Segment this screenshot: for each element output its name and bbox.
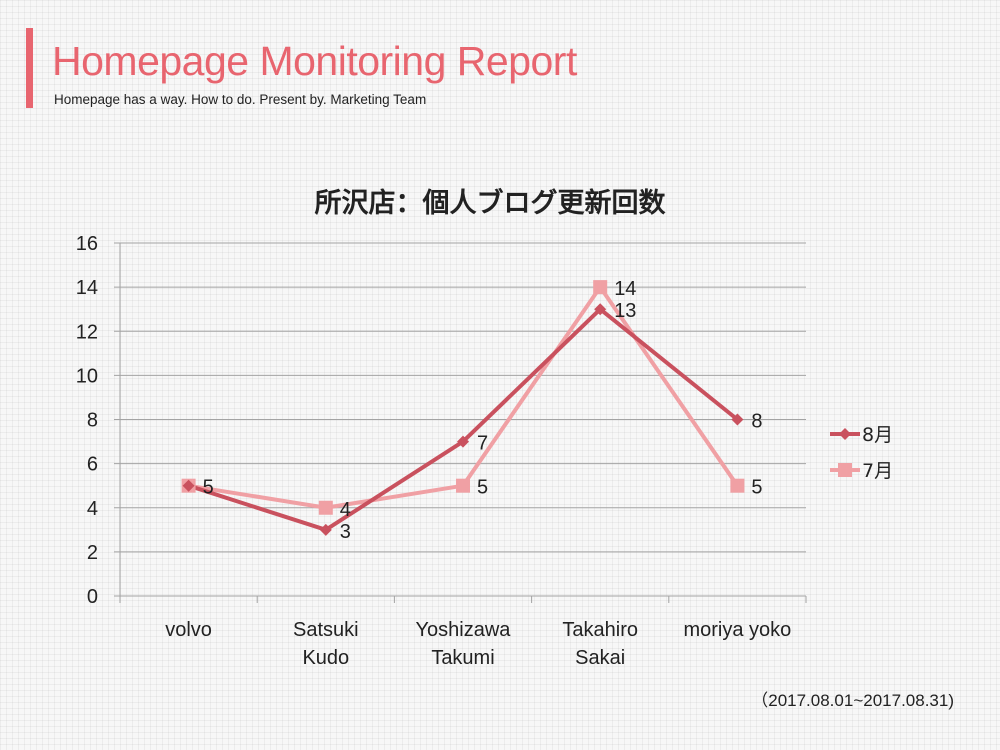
y-tick-label: 0 xyxy=(87,586,98,608)
y-tick-label: 12 xyxy=(76,321,98,343)
page-subtitle: Homepage has a way. How to do. Present b… xyxy=(54,92,427,107)
page-title: Homepage Monitoring Report xyxy=(52,38,577,84)
data-label: 5 xyxy=(203,477,214,499)
data-label: 3 xyxy=(340,521,351,543)
series-lines xyxy=(187,285,740,532)
data-point-diamond xyxy=(457,435,469,448)
data-label: 4 xyxy=(340,499,351,521)
data-label: 13 xyxy=(614,300,636,322)
series-markers xyxy=(181,280,745,536)
data-label: 7 xyxy=(477,433,488,455)
data-point-square xyxy=(318,500,333,515)
x-category-label: volvo xyxy=(165,619,212,641)
x-category-label: Takahiro Sakai xyxy=(562,619,638,669)
data-point-diamond xyxy=(182,479,195,492)
data-label: 5 xyxy=(751,477,762,499)
x-category-label: moriya yoko xyxy=(683,619,791,641)
legend-label: 8月 xyxy=(862,424,893,446)
x-axis-categories: volvo Satsuki Kudo Yoshizawa Takumi Takahiro S… xyxy=(165,619,791,669)
data-label: 5 xyxy=(477,477,488,499)
series-line xyxy=(188,285,740,510)
y-tick-label: 6 xyxy=(87,454,98,476)
legend-marker-diamond xyxy=(839,428,851,440)
y-tick-label: 16 xyxy=(76,233,98,255)
data-point-diamond xyxy=(731,413,744,426)
y-axis-ticks: 0 2 4 6 8 10 12 14 16 xyxy=(76,233,98,608)
legend-label: 7月 xyxy=(862,460,893,482)
data-point-square xyxy=(456,478,470,493)
data-point-diamond xyxy=(319,523,332,536)
y-tick-label: 10 xyxy=(76,365,98,387)
chart-title: 所沢店：個人ブログ更新回数 xyxy=(315,187,667,219)
data-point-square xyxy=(593,280,608,295)
y-tick-label: 14 xyxy=(76,277,98,299)
chart-legend: 8月 7月 xyxy=(830,424,893,482)
data-point-square xyxy=(730,478,745,493)
chart-grid xyxy=(114,242,807,603)
legend-marker-square xyxy=(838,463,852,477)
header-accent-bar xyxy=(26,28,33,108)
data-label: 8 xyxy=(751,411,762,433)
y-tick-label: 8 xyxy=(87,410,98,432)
y-tick-label: 2 xyxy=(87,542,98,564)
date-range: （2017.08.01~2017.08.31) xyxy=(751,691,954,710)
x-category-label: Satsuki Kudo xyxy=(293,619,359,669)
x-category-label: Yoshizawa Takumi xyxy=(416,619,512,669)
data-point-diamond xyxy=(594,303,607,316)
y-tick-label: 4 xyxy=(87,498,98,520)
data-label: 14 xyxy=(614,278,636,300)
